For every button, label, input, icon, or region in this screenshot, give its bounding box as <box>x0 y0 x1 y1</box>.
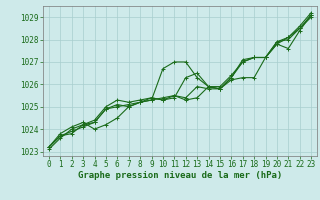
X-axis label: Graphe pression niveau de la mer (hPa): Graphe pression niveau de la mer (hPa) <box>78 171 282 180</box>
